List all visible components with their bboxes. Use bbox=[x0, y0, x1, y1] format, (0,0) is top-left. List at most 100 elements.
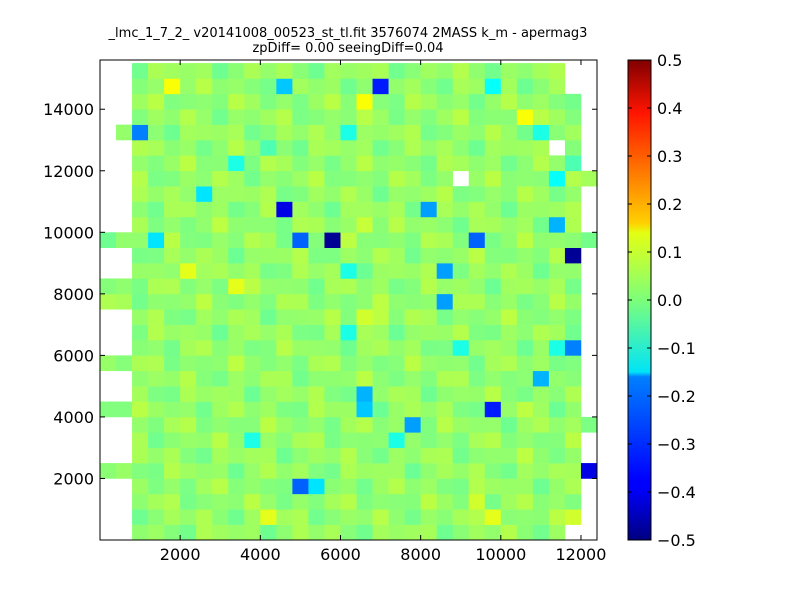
heatmap-cell bbox=[116, 463, 133, 479]
heatmap-cell bbox=[548, 155, 566, 172]
heatmap-cell bbox=[356, 293, 373, 310]
heatmap-cell bbox=[292, 416, 309, 433]
heatmap-cell bbox=[244, 386, 261, 402]
heatmap-cell bbox=[452, 355, 470, 372]
heatmap-cell bbox=[164, 432, 181, 448]
heatmap-cell bbox=[404, 247, 421, 264]
heatmap-cell bbox=[468, 78, 486, 95]
y-tick-label: 8000 bbox=[53, 285, 94, 304]
heatmap-cell bbox=[148, 278, 165, 295]
heatmap-cell bbox=[500, 93, 518, 110]
heatmap-cell bbox=[116, 278, 133, 295]
heatmap-cell bbox=[164, 186, 181, 202]
heatmap-cell bbox=[308, 293, 325, 310]
heatmap-cell bbox=[388, 170, 405, 187]
heatmap-cell bbox=[452, 401, 470, 418]
heatmap-cell bbox=[276, 293, 293, 310]
heatmap-cell bbox=[468, 324, 486, 341]
heatmap-cell bbox=[324, 432, 341, 448]
heatmap-cell bbox=[372, 478, 389, 495]
heatmap-cell bbox=[148, 109, 165, 125]
heatmap-cell bbox=[356, 278, 373, 295]
heatmap-cell bbox=[324, 293, 341, 310]
heatmap-cell bbox=[276, 93, 293, 110]
heatmap-cell bbox=[420, 155, 437, 172]
heatmap-cell bbox=[228, 124, 245, 141]
x-tick-label: 6000 bbox=[320, 545, 361, 564]
heatmap-cell bbox=[372, 416, 389, 433]
heatmap-cell bbox=[148, 386, 165, 402]
heatmap-cell bbox=[308, 309, 325, 325]
heatmap-cell bbox=[324, 355, 341, 372]
heatmap-cell bbox=[532, 216, 550, 233]
heatmap-cell bbox=[564, 509, 582, 525]
heatmap-cell bbox=[228, 201, 245, 218]
heatmap-cell bbox=[516, 186, 534, 202]
heatmap-cell bbox=[548, 401, 566, 418]
heatmap-cell bbox=[180, 201, 197, 218]
heatmap-cell bbox=[356, 355, 373, 372]
heatmap-cell bbox=[228, 524, 245, 541]
heatmap-cell bbox=[388, 386, 405, 402]
heatmap-cell bbox=[148, 63, 165, 79]
heatmap-cell bbox=[244, 63, 261, 79]
heatmap-cell bbox=[228, 232, 245, 248]
heatmap-cell bbox=[468, 93, 486, 110]
heatmap-cell bbox=[388, 493, 405, 510]
heatmap-cell bbox=[100, 401, 117, 418]
heatmap-cell bbox=[564, 109, 582, 125]
heatmap-cell bbox=[276, 216, 293, 233]
heatmap-cell bbox=[372, 278, 389, 295]
heatmap-cell bbox=[292, 63, 309, 79]
heatmap-cell bbox=[484, 155, 502, 172]
heatmap-cell bbox=[260, 509, 277, 525]
heatmap-cell bbox=[228, 463, 245, 479]
heatmap-cell bbox=[580, 463, 598, 479]
heatmap-cell bbox=[212, 355, 229, 372]
heatmap-cell bbox=[132, 63, 149, 79]
heatmap-cell bbox=[468, 463, 486, 479]
heatmap-cell bbox=[420, 170, 437, 187]
heatmap-cell bbox=[180, 278, 197, 295]
heatmap-cell bbox=[324, 63, 341, 79]
heatmap-cell bbox=[324, 463, 341, 479]
heatmap-cell bbox=[548, 463, 566, 479]
heatmap-cell bbox=[340, 140, 357, 156]
heatmap-cell bbox=[340, 416, 357, 433]
heatmap-cell bbox=[196, 447, 213, 464]
heatmap-cell bbox=[132, 201, 149, 218]
heatmap-cell bbox=[548, 232, 566, 248]
heatmap-cell bbox=[212, 478, 229, 495]
heatmap-cell bbox=[532, 432, 550, 448]
heatmap-cell bbox=[388, 63, 405, 79]
heatmap-cell bbox=[388, 447, 405, 464]
heatmap-cell bbox=[244, 170, 261, 187]
heatmap-cell bbox=[532, 124, 550, 141]
heatmap-cell bbox=[452, 447, 470, 464]
heatmap-cell bbox=[484, 309, 502, 325]
heatmap-cell bbox=[148, 447, 165, 464]
heatmap-cell bbox=[180, 216, 197, 233]
colorbar-tick-label: 0.4 bbox=[657, 99, 682, 118]
heatmap-cell bbox=[484, 124, 502, 141]
heatmap-cell bbox=[356, 216, 373, 233]
heatmap-cell bbox=[564, 155, 582, 172]
heatmap-cell bbox=[516, 340, 534, 356]
heatmap-cell bbox=[388, 124, 405, 141]
heatmap-cell bbox=[500, 309, 518, 325]
heatmap-cell bbox=[452, 63, 470, 79]
heatmap-cell bbox=[180, 324, 197, 341]
x-tick-label: 10000 bbox=[475, 545, 526, 564]
heatmap-cell bbox=[484, 293, 502, 310]
heatmap-cell bbox=[276, 447, 293, 464]
heatmap-cell bbox=[532, 401, 550, 418]
heatmap-cell bbox=[260, 278, 277, 295]
heatmap-cell bbox=[244, 509, 261, 525]
heatmap-cell bbox=[532, 416, 550, 433]
heatmap-cell bbox=[356, 140, 373, 156]
heatmap-cell bbox=[164, 493, 181, 510]
heatmap-cell bbox=[260, 463, 277, 479]
heatmap-cell bbox=[388, 186, 405, 202]
heatmap-cell bbox=[420, 78, 437, 95]
